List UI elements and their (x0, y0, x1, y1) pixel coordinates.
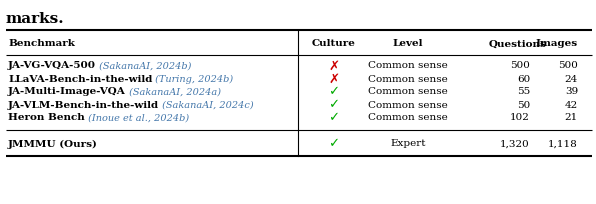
Text: Questions: Questions (489, 40, 547, 49)
Text: Expert: Expert (390, 140, 426, 149)
Text: Benchmark: Benchmark (8, 40, 75, 49)
Text: 500: 500 (510, 61, 530, 71)
Text: Level: Level (393, 40, 423, 49)
Text: (Turing, 2024b): (Turing, 2024b) (153, 74, 234, 84)
Text: 102: 102 (510, 113, 530, 122)
Text: Culture: Culture (312, 40, 356, 49)
Text: LLaVA-Bench-in-the-wild: LLaVA-Bench-in-the-wild (8, 74, 153, 83)
Text: 500: 500 (558, 61, 578, 71)
Text: ✓: ✓ (328, 112, 340, 124)
Text: 1,320: 1,320 (500, 140, 530, 149)
Text: Common sense: Common sense (368, 88, 448, 96)
Text: 60: 60 (517, 74, 530, 83)
Text: Common sense: Common sense (368, 61, 448, 71)
Text: (Inoue et al., 2024b): (Inoue et al., 2024b) (85, 113, 189, 122)
Text: ✓: ✓ (328, 99, 340, 112)
Text: Heron Bench: Heron Bench (8, 113, 85, 122)
Text: 42: 42 (565, 101, 578, 110)
Text: 21: 21 (565, 113, 578, 122)
Text: 55: 55 (517, 88, 530, 96)
Text: JA-VG-VQA-500: JA-VG-VQA-500 (8, 61, 96, 71)
Text: ✗: ✗ (328, 60, 340, 72)
Text: Common sense: Common sense (368, 113, 448, 122)
Text: (SakanaAI, 2024b): (SakanaAI, 2024b) (96, 61, 191, 71)
Text: (SakanaAI, 2024a): (SakanaAI, 2024a) (126, 88, 221, 96)
Text: 24: 24 (565, 74, 578, 83)
Text: JA-VLM-Bench-in-the-wild: JA-VLM-Bench-in-the-wild (8, 101, 159, 110)
Text: (SakanaAI, 2024c): (SakanaAI, 2024c) (159, 101, 254, 110)
Text: 1,118: 1,118 (548, 140, 578, 149)
Text: JA-Multi-Image-VQA: JA-Multi-Image-VQA (8, 88, 126, 96)
Text: ✗: ✗ (328, 72, 340, 85)
Text: Common sense: Common sense (368, 101, 448, 110)
Text: ✓: ✓ (328, 137, 340, 151)
Text: 50: 50 (517, 101, 530, 110)
Text: JMMMU (Ours): JMMMU (Ours) (8, 140, 98, 149)
Text: marks.: marks. (6, 12, 64, 26)
Text: 39: 39 (565, 88, 578, 96)
Text: Common sense: Common sense (368, 74, 448, 83)
Text: ✓: ✓ (328, 85, 340, 99)
Text: Images: Images (536, 40, 578, 49)
